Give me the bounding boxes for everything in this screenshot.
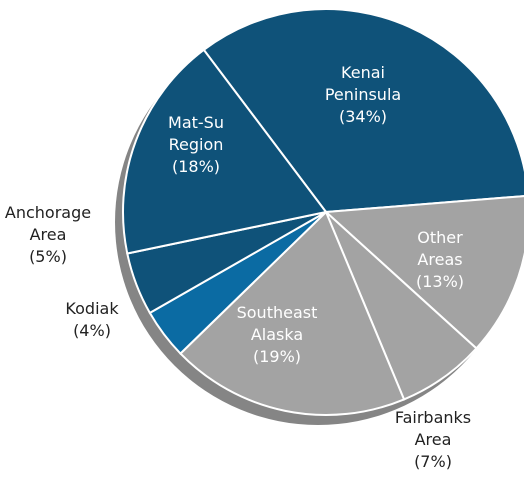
slice-name: Alaska	[251, 325, 303, 344]
slice-name: Peninsula	[325, 85, 401, 104]
slice-name: Areas	[417, 250, 462, 269]
slice-name: Region	[169, 135, 224, 154]
slice-name: Kodiak	[65, 299, 119, 318]
slice-label: Kodiak (4%)	[65, 299, 119, 340]
slice-label: Southeast Alaska (19%)	[237, 303, 318, 366]
pie-slice	[122, 48, 328, 255]
slice-name: Anchorage	[5, 203, 91, 222]
slice-name: Kenai	[341, 63, 385, 82]
slice-value-label: (18%)	[172, 157, 220, 176]
slice-value-label: (7%)	[414, 452, 452, 471]
slice-name: Fairbanks	[395, 408, 471, 427]
pie-slice	[323, 195, 524, 350]
slice-value-label: (19%)	[253, 347, 301, 366]
slice-value-label: (4%)	[73, 321, 111, 340]
slice-value-label: (13%)	[416, 272, 464, 291]
pie-slice	[179, 210, 406, 416]
slice-name: Area	[30, 225, 67, 244]
slice-name: Mat-Su	[168, 113, 224, 132]
slice-label: Mat-Su Region (18%)	[168, 113, 224, 176]
slice-label: Kenai Peninsula (34%)	[325, 63, 401, 126]
slice-name: Southeast	[237, 303, 318, 322]
slice-label: Other Areas (13%)	[416, 228, 464, 291]
pie-slice	[202, 8, 524, 214]
slice-value-label: (5%)	[29, 247, 67, 266]
slice-name: Area	[415, 430, 452, 449]
slice-label: Anchorage Area (5%)	[5, 203, 91, 266]
slice-value-label: (34%)	[339, 107, 387, 126]
slice-label: Fairbanks Area (7%)	[395, 408, 471, 471]
slice-name: Other	[417, 228, 463, 247]
